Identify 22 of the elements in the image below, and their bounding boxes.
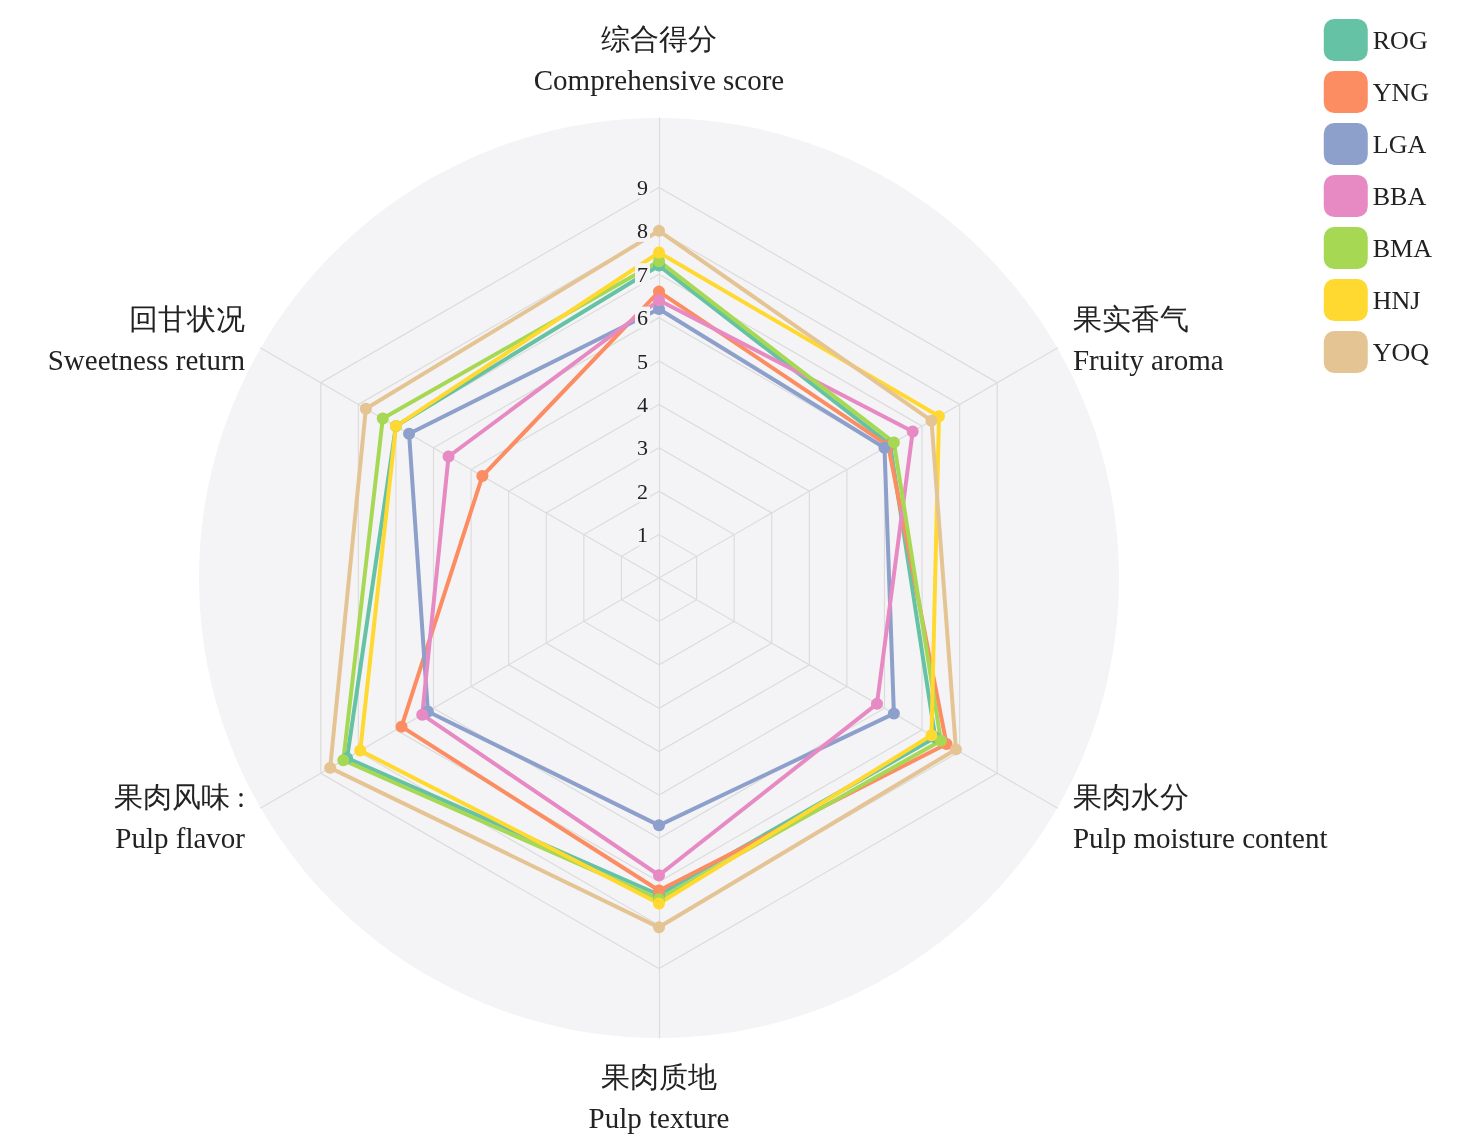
- legend-label: YNG: [1372, 77, 1430, 107]
- spoke-label: 果肉质地 Pulp texture: [588, 1060, 730, 1134]
- legend-label: HNJ: [1372, 285, 1421, 315]
- y-tick-label: 3: [637, 435, 648, 461]
- y-tick-label: 7: [637, 261, 648, 287]
- spoke-label: 综合得分 Comprehensive score: [533, 22, 785, 96]
- legend-label: YOQ: [1372, 337, 1430, 367]
- y-tick-label: 9: [637, 174, 648, 200]
- spoke-label: 果肉水分 Pulp moisture content: [1072, 780, 1328, 854]
- spoke-label: 回甘状况 Sweetness return: [47, 302, 246, 376]
- y-tick-label: 8: [637, 218, 648, 244]
- spoke-label: 果实香气 Fruity aroma: [1072, 302, 1224, 376]
- legend-label: BMA: [1372, 233, 1433, 263]
- y-tick-label: 4: [637, 391, 648, 417]
- y-tick-label: 5: [637, 348, 648, 374]
- spoke-label: 果肉风味 : Pulp flavor: [113, 780, 246, 854]
- y-tick-label: 6: [637, 305, 648, 331]
- legend-label: BBA: [1372, 181, 1427, 211]
- y-tick-label: 1: [637, 522, 648, 548]
- legend-label: LGA: [1372, 129, 1427, 159]
- legend-label: ROG: [1372, 25, 1428, 55]
- y-tick-label: 2: [637, 478, 648, 504]
